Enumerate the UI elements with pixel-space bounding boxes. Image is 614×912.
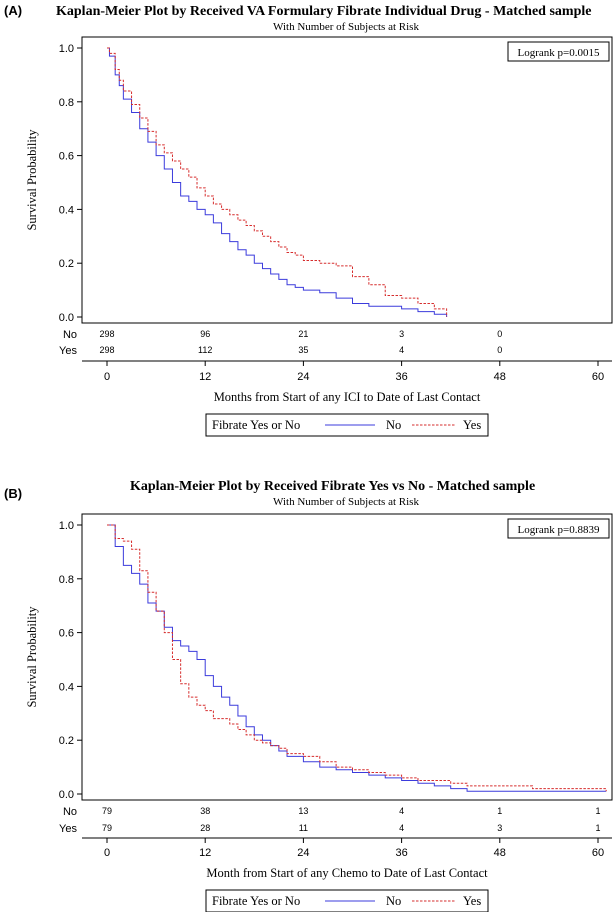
risk-row-label-yes: Yes [59,823,77,835]
logrank-box [507,41,610,62]
panel-b: (B) Kaplan-Meier Plot by Received Fibrate… [4,479,613,912]
panel-label: (B) [4,486,22,501]
y-tick-label: 0.6 [59,628,74,640]
x-tick-label: 48 [494,371,506,383]
y-tick-label: 1.0 [59,520,74,532]
y-tick-label: 0.8 [59,97,74,109]
risk-count: 21 [298,329,308,339]
risk-row-label-no: No [63,329,77,341]
plot-frame [81,36,613,324]
legend-entry-yes: Yes [463,894,481,908]
risk-count: 4 [399,806,404,816]
x-axis-label: Month from Start of any Chemo to Date of… [206,866,488,880]
risk-count: 0 [497,345,502,355]
risk-count: 4 [399,823,404,833]
y-tick-label: 0.2 [59,735,74,747]
survival-curve-yes [107,47,448,317]
risk-count: 298 [99,329,114,339]
x-tick-label: 24 [297,371,309,383]
risk-count: 28 [200,823,210,833]
risk-count: 11 [299,823,308,833]
legend-entry-no: No [386,418,401,432]
chart-subtitle: With Number of Subjects at Risk [273,21,419,33]
risk-count: 3 [497,823,502,833]
x-tick-label: 60 [592,847,604,859]
x-tick-label: 12 [199,371,211,383]
y-tick-label: 0.0 [59,789,74,801]
x-tick-label: 36 [395,371,407,383]
survival-curve-no [107,47,448,317]
y-tick-label: 0.0 [59,312,74,324]
risk-row-label-no: No [63,806,77,818]
legend-entry-no: No [386,894,401,908]
y-tick-label: 0.6 [59,151,74,163]
chart-title: Kaplan-Meier Plot by Received VA Formula… [56,4,591,19]
x-tick-label: 12 [199,847,211,859]
x-tick-label: 24 [297,847,309,859]
y-tick-label: 0.8 [59,574,74,586]
logrank-annotation: Logrank p=0.8839 [518,524,600,536]
x-tick-label: 0 [104,847,110,859]
risk-count: 79 [102,806,112,816]
risk-count: 35 [298,345,308,355]
risk-count: 3 [399,329,404,339]
legend-title: Fibrate Yes or No [212,894,300,908]
panel-label: (A) [4,3,22,18]
chart-subtitle: With Number of Subjects at Risk [273,496,419,508]
x-tick-label: 60 [592,371,604,383]
y-tick-label: 0.4 [59,204,74,216]
logrank-box [507,518,610,539]
risk-count: 0 [497,329,502,339]
panel-a: (A) Kaplan-Meier Plot by Received VA Form… [4,3,613,437]
y-tick-label: 0.4 [59,681,74,693]
survival-curve-yes [107,524,607,792]
risk-count: 79 [102,823,112,833]
risk-count: 4 [399,345,404,355]
risk-count: 13 [298,806,308,816]
chart-title: Kaplan-Meier Plot by Received Fibrate Ye… [130,479,535,494]
risk-count: 1 [595,823,600,833]
risk-count: 112 [198,345,212,355]
survival-curve-no [107,524,607,792]
y-tick-label: 0.2 [59,258,74,270]
y-axis-label: Survival Probability [25,606,39,708]
x-axis-label: Months from Start of any ICI to Date of … [214,390,481,404]
x-tick-label: 48 [494,847,506,859]
x-tick-label: 36 [395,847,407,859]
legend-title: Fibrate Yes or No [212,418,300,432]
risk-count: 1 [497,806,502,816]
x-tick-label: 0 [104,371,110,383]
legend-entry-yes: Yes [463,418,481,432]
logrank-annotation: Logrank p=0.0015 [518,47,600,59]
risk-row-label-yes: Yes [59,345,77,357]
y-axis-label: Survival Probability [25,129,39,231]
risk-count: 96 [200,329,210,339]
risk-count: 1 [595,806,600,816]
y-tick-label: 1.0 [59,43,74,55]
plot-frame [81,513,613,801]
risk-count: 298 [99,345,114,355]
risk-count: 38 [200,806,210,816]
